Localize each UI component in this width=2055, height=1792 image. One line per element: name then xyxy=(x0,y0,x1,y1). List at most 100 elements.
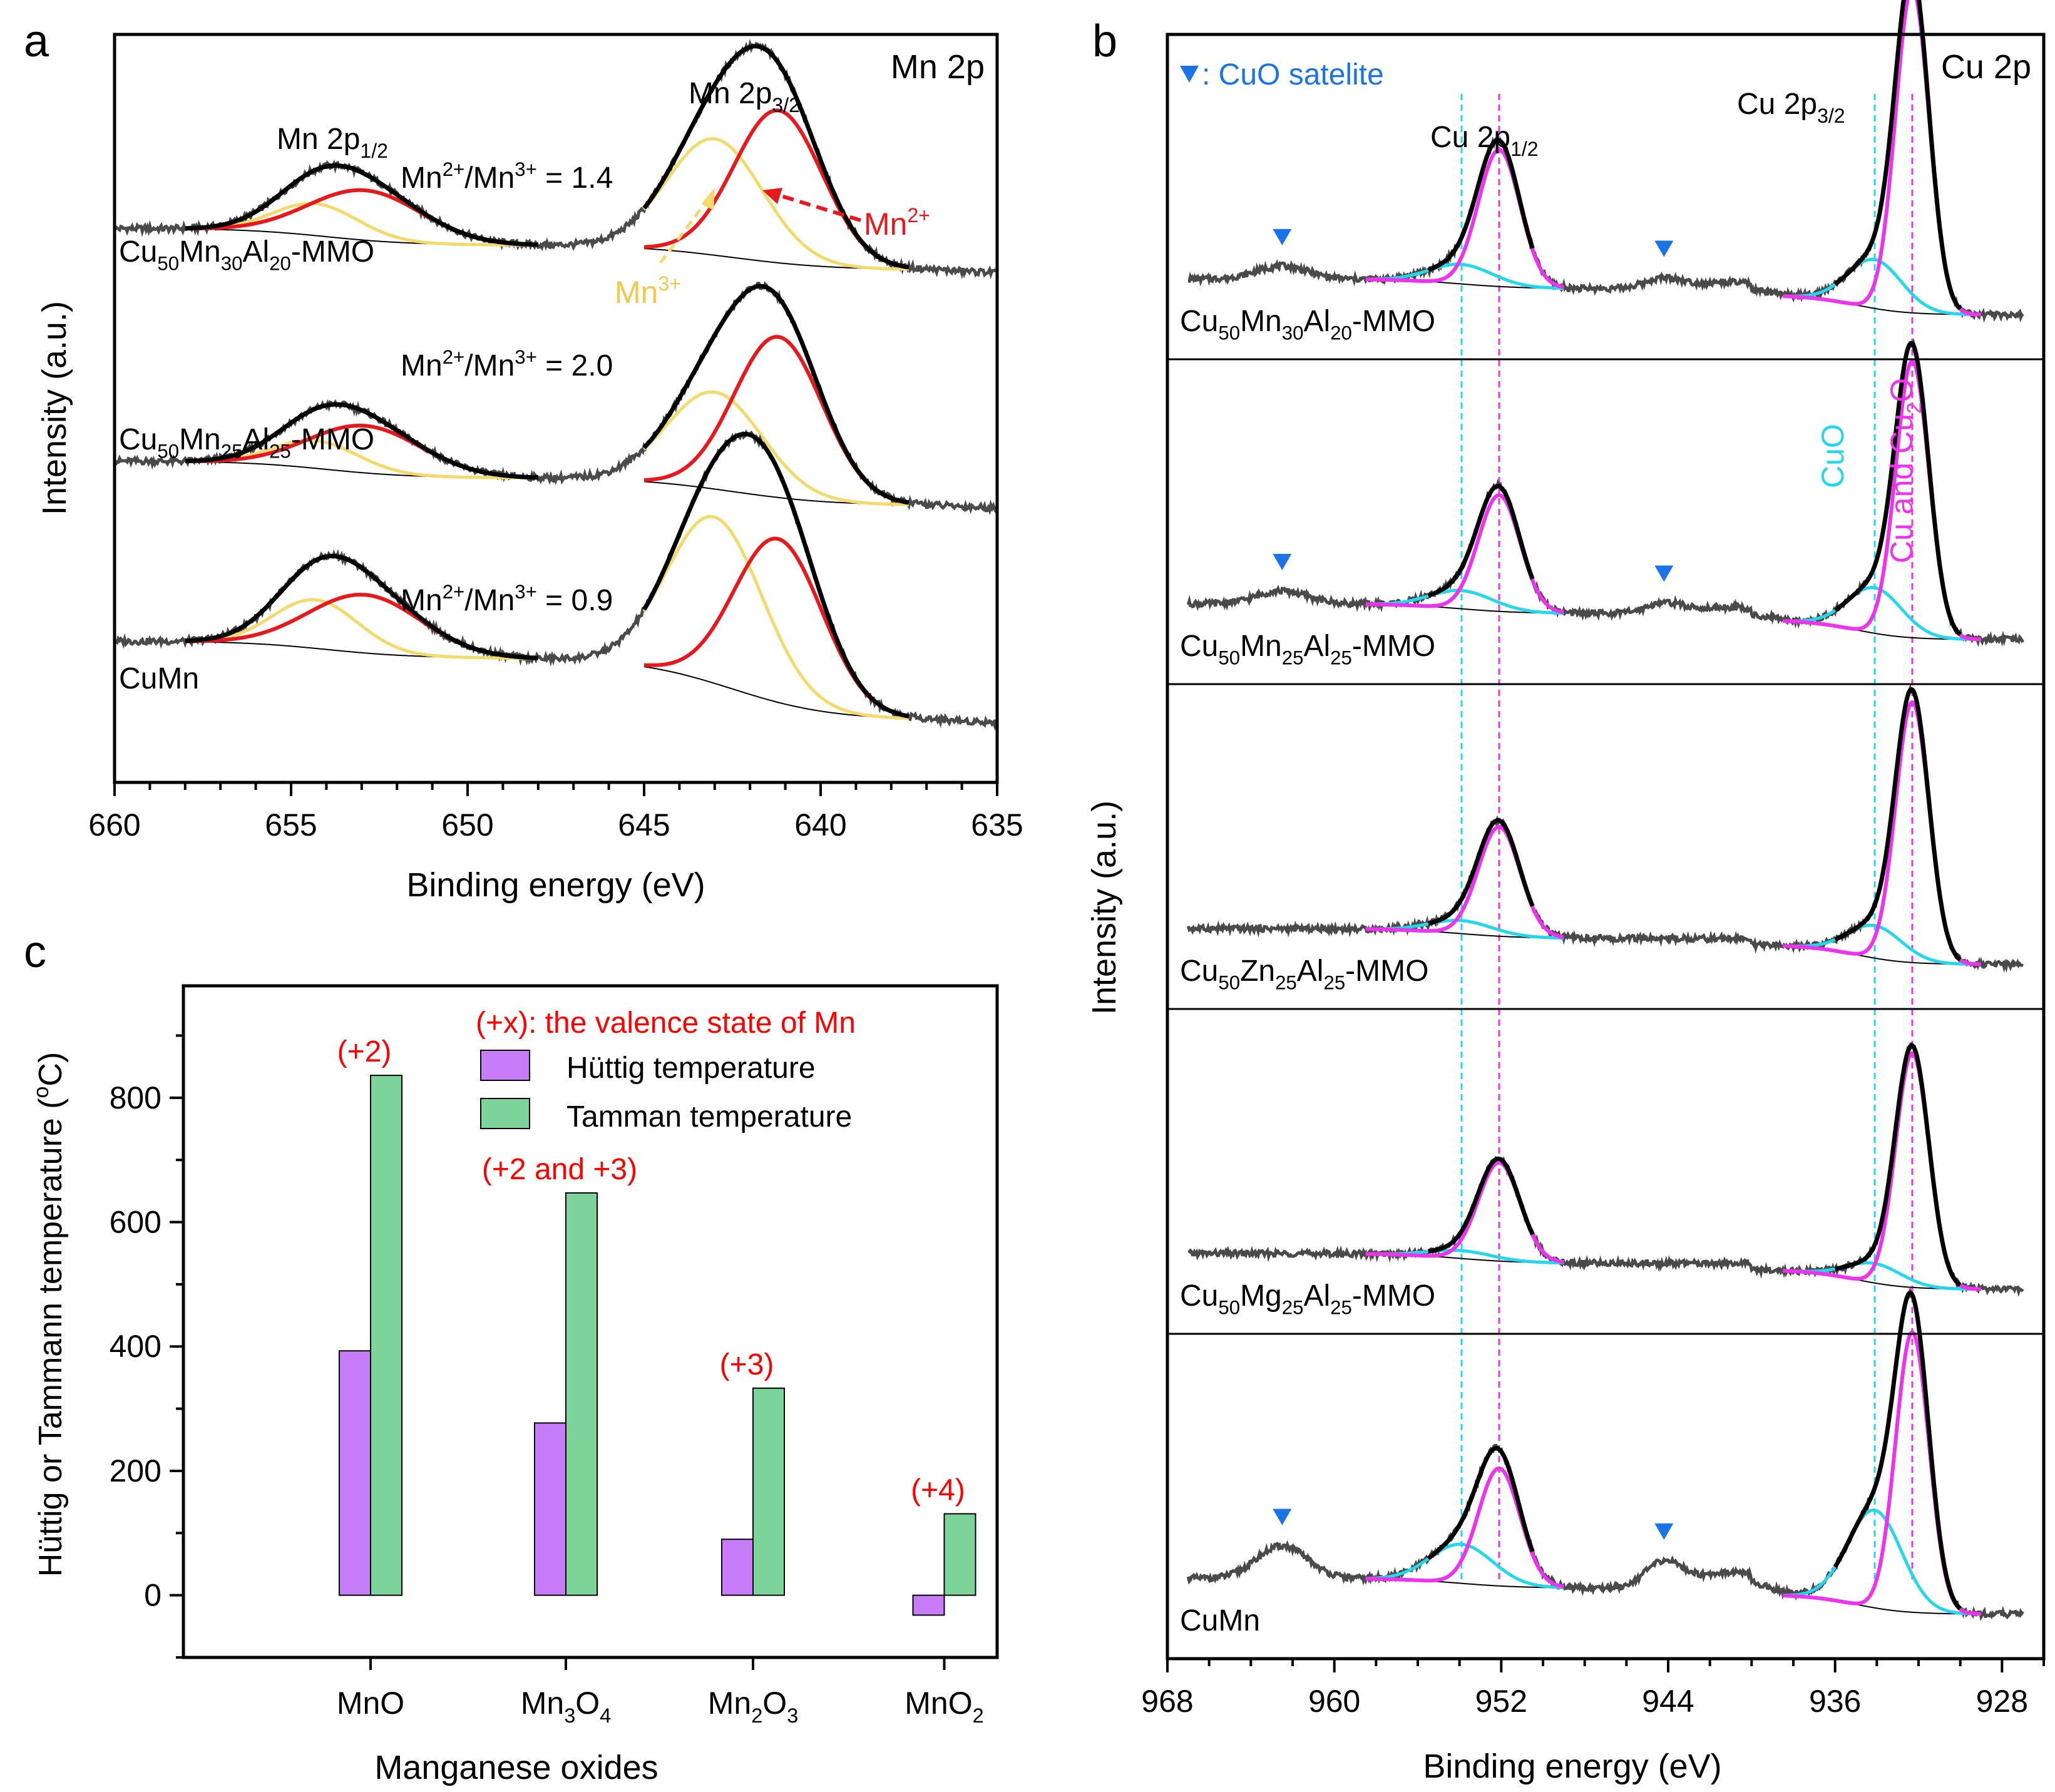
mn3-annotation: Mn3+ xyxy=(615,272,681,310)
panel-a-frame xyxy=(113,33,999,784)
tamman-bar xyxy=(565,1192,598,1596)
mn3-fit-component xyxy=(185,598,538,660)
mn-fit-envelope xyxy=(642,284,910,505)
cuo-fit-component xyxy=(1365,1542,1564,1589)
panel-c-frame xyxy=(182,984,999,1659)
x-tick-label: 655 xyxy=(265,807,317,842)
legend-label-tamman: Tamman temperature xyxy=(566,1100,852,1134)
mn-background xyxy=(643,666,910,719)
mn-series-label: CuMn xyxy=(119,662,199,695)
y-tick-label: 600 xyxy=(110,1205,161,1240)
panel-a-ylabel: Intensity (a.u.) xyxy=(36,301,73,515)
valence-note: (+x): the valence state of Mn xyxy=(476,1006,856,1040)
mn2-arrow-head xyxy=(762,188,782,204)
cu-series-label: Cu50​Mg25​Al25​-MMO xyxy=(1180,1279,1435,1318)
valence-label: (+2 and +3) xyxy=(482,1153,637,1186)
panel-b-series-labels: Cu50​Mn30​Al20​-MMO Cu50​Mn25​Al25​-MMO Cu… xyxy=(1180,305,1435,1637)
cu-fit-envelope xyxy=(1427,1446,1535,1560)
y-tick-label: 400 xyxy=(110,1329,161,1364)
cuo-fit-component xyxy=(1365,262,1564,290)
panel-b-peak-label-12: Cu 2p1/2 xyxy=(1430,121,1539,160)
panel-a-series-labels: Cu50​Mn30​Al20​-MMO Mn2+​/Mn3+​ = 1.4 Cu50… xyxy=(119,158,613,695)
satellite-marker xyxy=(1654,1523,1674,1540)
cu-cu2o-fit-component xyxy=(1783,0,1981,317)
satellite-legend: : CuO satelite xyxy=(1180,58,1384,91)
cu-fit-envelope xyxy=(1427,484,1535,598)
valence-label: (+2) xyxy=(337,1035,392,1068)
cu-fit-envelope xyxy=(1833,0,1962,310)
panel-b-dividers xyxy=(1167,358,2044,1335)
mn-ratio-label: Mn2+​/Mn3+​ = 1.4 xyxy=(401,158,613,195)
cu-fit-envelope xyxy=(1427,818,1535,926)
cu-cu2o-fit-component xyxy=(1365,148,1564,289)
valence-label: (+3) xyxy=(720,1348,774,1381)
cuo-reference-label: CuO xyxy=(1815,424,1850,488)
panel-a-title: Mn 2p xyxy=(891,48,985,86)
panel-letter-a: a xyxy=(24,16,49,66)
panel-c-x-axis: MnO Mn3​O4​ Mn2​O3​ MnO2​ xyxy=(337,1657,984,1727)
mn-ratio-label: Mn2+​/Mn3+​ = 0.9 xyxy=(401,581,613,617)
mn-fit-envelope xyxy=(185,553,538,660)
panel-a-curves xyxy=(113,39,999,731)
panel-b-title: Cu 2p xyxy=(1941,48,2031,86)
huttig-bar xyxy=(912,1594,945,1616)
panel-c-xlabel: Manganese oxides xyxy=(374,1749,658,1786)
cuo-fit-component xyxy=(1365,588,1564,615)
legend-swatch-tamman xyxy=(480,1098,530,1129)
cu-fit-envelope xyxy=(1833,340,1962,637)
x-tick-label: 640 xyxy=(794,807,846,842)
cu-cu2o-fit-component xyxy=(1365,1160,1564,1264)
satellite-marker xyxy=(1273,553,1292,570)
satellite-legend-text: : CuO satelite xyxy=(1202,58,1384,91)
satellite-marker xyxy=(1654,565,1674,582)
cu-series-label: Cu50​Mn25​Al25​-MMO xyxy=(1180,630,1435,668)
panel-a-peak-label-12: Mn 2p1/2 xyxy=(277,123,388,162)
panel-a-peak-label-32: Mn 2p3/2 xyxy=(689,77,800,116)
cuo-fit-component xyxy=(1783,586,1982,642)
tamman-bar xyxy=(370,1075,402,1596)
cu-fit-envelope xyxy=(1834,1043,1962,1288)
cu-cu2o-fit-component xyxy=(1365,493,1564,615)
cuo-fit-component xyxy=(1783,1508,1981,1615)
mn3-fit-component xyxy=(642,515,910,720)
cuo-fit-component xyxy=(1783,923,1981,966)
legend-swatch-huttig xyxy=(480,1050,530,1081)
cu-series-label: CuMn xyxy=(1180,1604,1260,1637)
panel-c-ylabel: Hüttig or Tammann temperature (o​C) xyxy=(29,1052,69,1577)
panel-c-y-axis: 0 200 400 600 800 xyxy=(110,1034,183,1659)
panel-b-peak-label-32: Cu 2p3/2 xyxy=(1737,88,1845,127)
cu-cu2o-fit-component xyxy=(1783,700,1981,966)
satellite-marker xyxy=(1654,240,1674,257)
mn-series-label: Cu50​Mn30​Al20​-MMO xyxy=(119,235,374,274)
huttig-bar xyxy=(721,1539,754,1596)
mn2-annotation: Mn2+ xyxy=(864,204,930,242)
mn3-fit-component xyxy=(185,202,538,247)
panel-a-mn2p: Mn 2p 660 655 650 645 640 635 Binding energy … xyxy=(36,33,1023,904)
mn-fit-envelope xyxy=(642,44,910,270)
cuo-fit-component xyxy=(1783,257,1982,317)
cu-fit-envelope xyxy=(1427,138,1535,272)
x-tick-label: 960 xyxy=(1308,1684,1360,1719)
mn-ratio-label: Mn2+​/Mn3+​ = 2.0 xyxy=(401,346,613,382)
panel-b-reference-lines xyxy=(1460,94,1914,1584)
mn-series-label: Cu50​Mn25​Al25​-MMO xyxy=(119,423,374,462)
panel-b-curves xyxy=(1186,0,2024,1621)
panel-a-x-axis: 660 655 650 645 640 635 xyxy=(88,782,1023,842)
cu-cu2o-reference-label: Cu and Cu2​O xyxy=(1884,378,1925,563)
huttig-bar xyxy=(339,1350,371,1596)
mn-fit-envelope xyxy=(185,163,538,247)
cu-series-label: Cu50​Zn25​Al25​-MMO xyxy=(1180,955,1428,993)
panel-b-x-axis: 968 960 952 944 936 928 xyxy=(1141,1659,2045,1719)
cu-raw-spectrum xyxy=(1187,1042,2024,1297)
satellite-legend-marker xyxy=(1180,66,1199,83)
tamman-bar xyxy=(752,1387,785,1596)
mn3-arrow-head xyxy=(701,188,715,210)
panel-c-bars xyxy=(339,1075,976,1616)
panel-b-frame xyxy=(1166,33,2046,1661)
panel-c-bar-chart: 0 200 400 600 800 MnO Mn3​O4​ Mn2​O3​ MnO2​ (+2… xyxy=(29,984,999,1786)
mn-fit-envelope xyxy=(642,431,910,719)
valence-label: (+4) xyxy=(911,1473,965,1507)
y-tick-label: 0 xyxy=(144,1578,161,1613)
huttig-bar xyxy=(534,1422,566,1596)
